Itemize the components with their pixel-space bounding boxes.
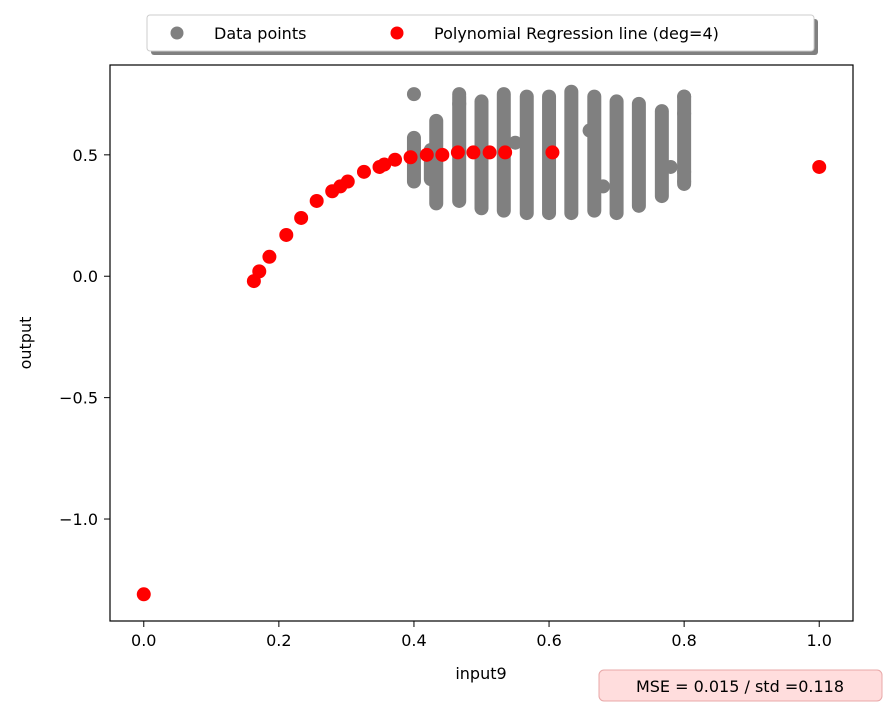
regression-point [466, 145, 481, 160]
data-point-column [609, 94, 624, 221]
regression-point [136, 587, 151, 602]
regression-point [419, 147, 434, 162]
data-point [596, 179, 611, 194]
regression-point [482, 145, 497, 160]
data-point [663, 159, 678, 174]
data-point [406, 87, 421, 102]
regression-point [377, 157, 392, 172]
regression-point [309, 193, 324, 208]
regression-point [545, 145, 560, 160]
x-tick-label: 1.0 [807, 631, 832, 650]
data-point-column [519, 89, 534, 221]
data-point-column [474, 94, 489, 216]
data-point [677, 106, 692, 121]
data-point [677, 89, 692, 104]
regression-point [340, 174, 355, 189]
legend-fit-label: Polynomial Regression line (deg=4) [434, 24, 719, 43]
data-point-column [587, 89, 602, 218]
data-point [508, 135, 523, 150]
regression-point [812, 159, 827, 174]
legend: Data points Polynomial Regression line (… [146, 14, 818, 55]
regression-point [450, 145, 465, 160]
x-tick-label: 0.8 [671, 631, 696, 650]
fit-layer [136, 145, 827, 602]
data-point-column [429, 113, 444, 211]
data-point-column [654, 104, 669, 204]
x-tick-label: 0.2 [266, 631, 291, 650]
axes-frame [109, 64, 854, 622]
y-axis: 0.5 0.0 −0.5 −1.0 [59, 146, 110, 529]
data-point-column [631, 96, 646, 213]
annotation-box [598, 669, 883, 702]
legend-fit-marker [390, 26, 404, 40]
data-point [452, 96, 467, 111]
regression-point [388, 152, 403, 167]
x-axis: 0.0 0.2 0.4 0.6 0.8 1.0 [131, 621, 832, 650]
data-point [677, 164, 692, 179]
regression-point [294, 210, 309, 225]
y-tick-label: −0.5 [59, 389, 98, 408]
data-point [582, 123, 597, 138]
regression-point [498, 145, 513, 160]
mse-annotation: MSE = 0.015 / std =0.118 [598, 669, 883, 702]
x-axis-label: input9 [455, 664, 506, 683]
regression-point [356, 164, 371, 179]
regression-point [435, 147, 450, 162]
x-tick-label: 0.0 [131, 631, 156, 650]
data-point [452, 87, 467, 102]
y-axis-label: output [16, 317, 35, 370]
legend-data-label: Data points [214, 24, 306, 43]
regression-point [403, 150, 418, 165]
data-point [677, 174, 692, 189]
legend-data-marker [170, 26, 184, 40]
x-tick-label: 0.6 [536, 631, 561, 650]
y-tick-label: 0.5 [73, 146, 98, 165]
y-tick-label: −1.0 [59, 510, 98, 529]
regression-point [262, 249, 277, 264]
data-point-column [564, 84, 579, 221]
legend-box [146, 14, 815, 52]
regression-point [279, 227, 294, 242]
y-tick-label: 0.0 [73, 267, 98, 286]
regression-point [252, 264, 267, 279]
x-tick-label: 0.4 [401, 631, 426, 650]
annotation-text: MSE = 0.015 / std =0.118 [636, 677, 844, 696]
